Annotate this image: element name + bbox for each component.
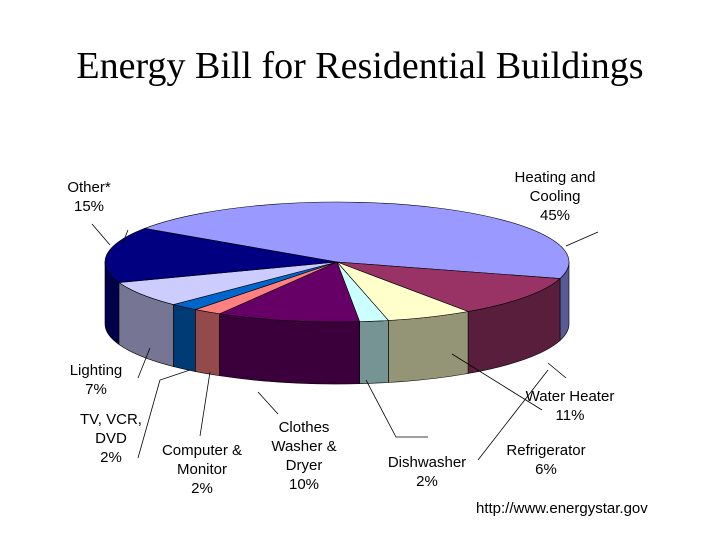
leader-line-3 xyxy=(137,347,151,379)
label-refrigerator: Refrigerator 6% xyxy=(506,442,586,478)
label-dishwasher: Dishwasher 2% xyxy=(387,454,467,490)
label-clothes-washer-dryer: Clothes Washer & Dryer 10% xyxy=(271,419,337,493)
leader-line-9 xyxy=(547,362,567,379)
pie-slice-4 xyxy=(218,261,361,323)
label-heating-cooling: Heating and Cooling 45% xyxy=(514,169,596,224)
leader-line-7 xyxy=(365,379,428,438)
pie-side-6 xyxy=(173,304,196,372)
pie-side-4 xyxy=(219,313,360,385)
source-url: http://www.energystar.gov xyxy=(476,500,648,517)
leader-line-1 xyxy=(121,229,129,246)
pie-slice-7 xyxy=(118,261,338,305)
pie-side-5 xyxy=(195,309,220,377)
chart-title: Energy Bill for Residential Buildings xyxy=(76,45,644,87)
label-other: Other* 15% xyxy=(67,179,111,215)
label-lighting: Lighting 7% xyxy=(69,362,123,398)
leader-line-6 xyxy=(257,391,279,415)
leader-line-5 xyxy=(199,371,211,437)
pie-slice-8 xyxy=(104,228,338,283)
pie-side-3 xyxy=(359,320,389,385)
label-computer-monitor: Computer & Monitor 2% xyxy=(161,442,243,497)
label-water-heater: Water Heater 11% xyxy=(525,388,615,424)
leader-line-10 xyxy=(477,369,549,461)
pie-slice-0 xyxy=(143,201,570,279)
pie-side-2 xyxy=(388,311,469,383)
leader-line-4 xyxy=(137,369,191,459)
pie-slice-1 xyxy=(336,261,561,312)
leader-line-2 xyxy=(91,223,111,246)
label-tv-vcr-dvd: TV, VCR, DVD 2% xyxy=(80,411,142,466)
leader-line-0 xyxy=(565,231,599,247)
leader-line-8 xyxy=(451,353,543,411)
